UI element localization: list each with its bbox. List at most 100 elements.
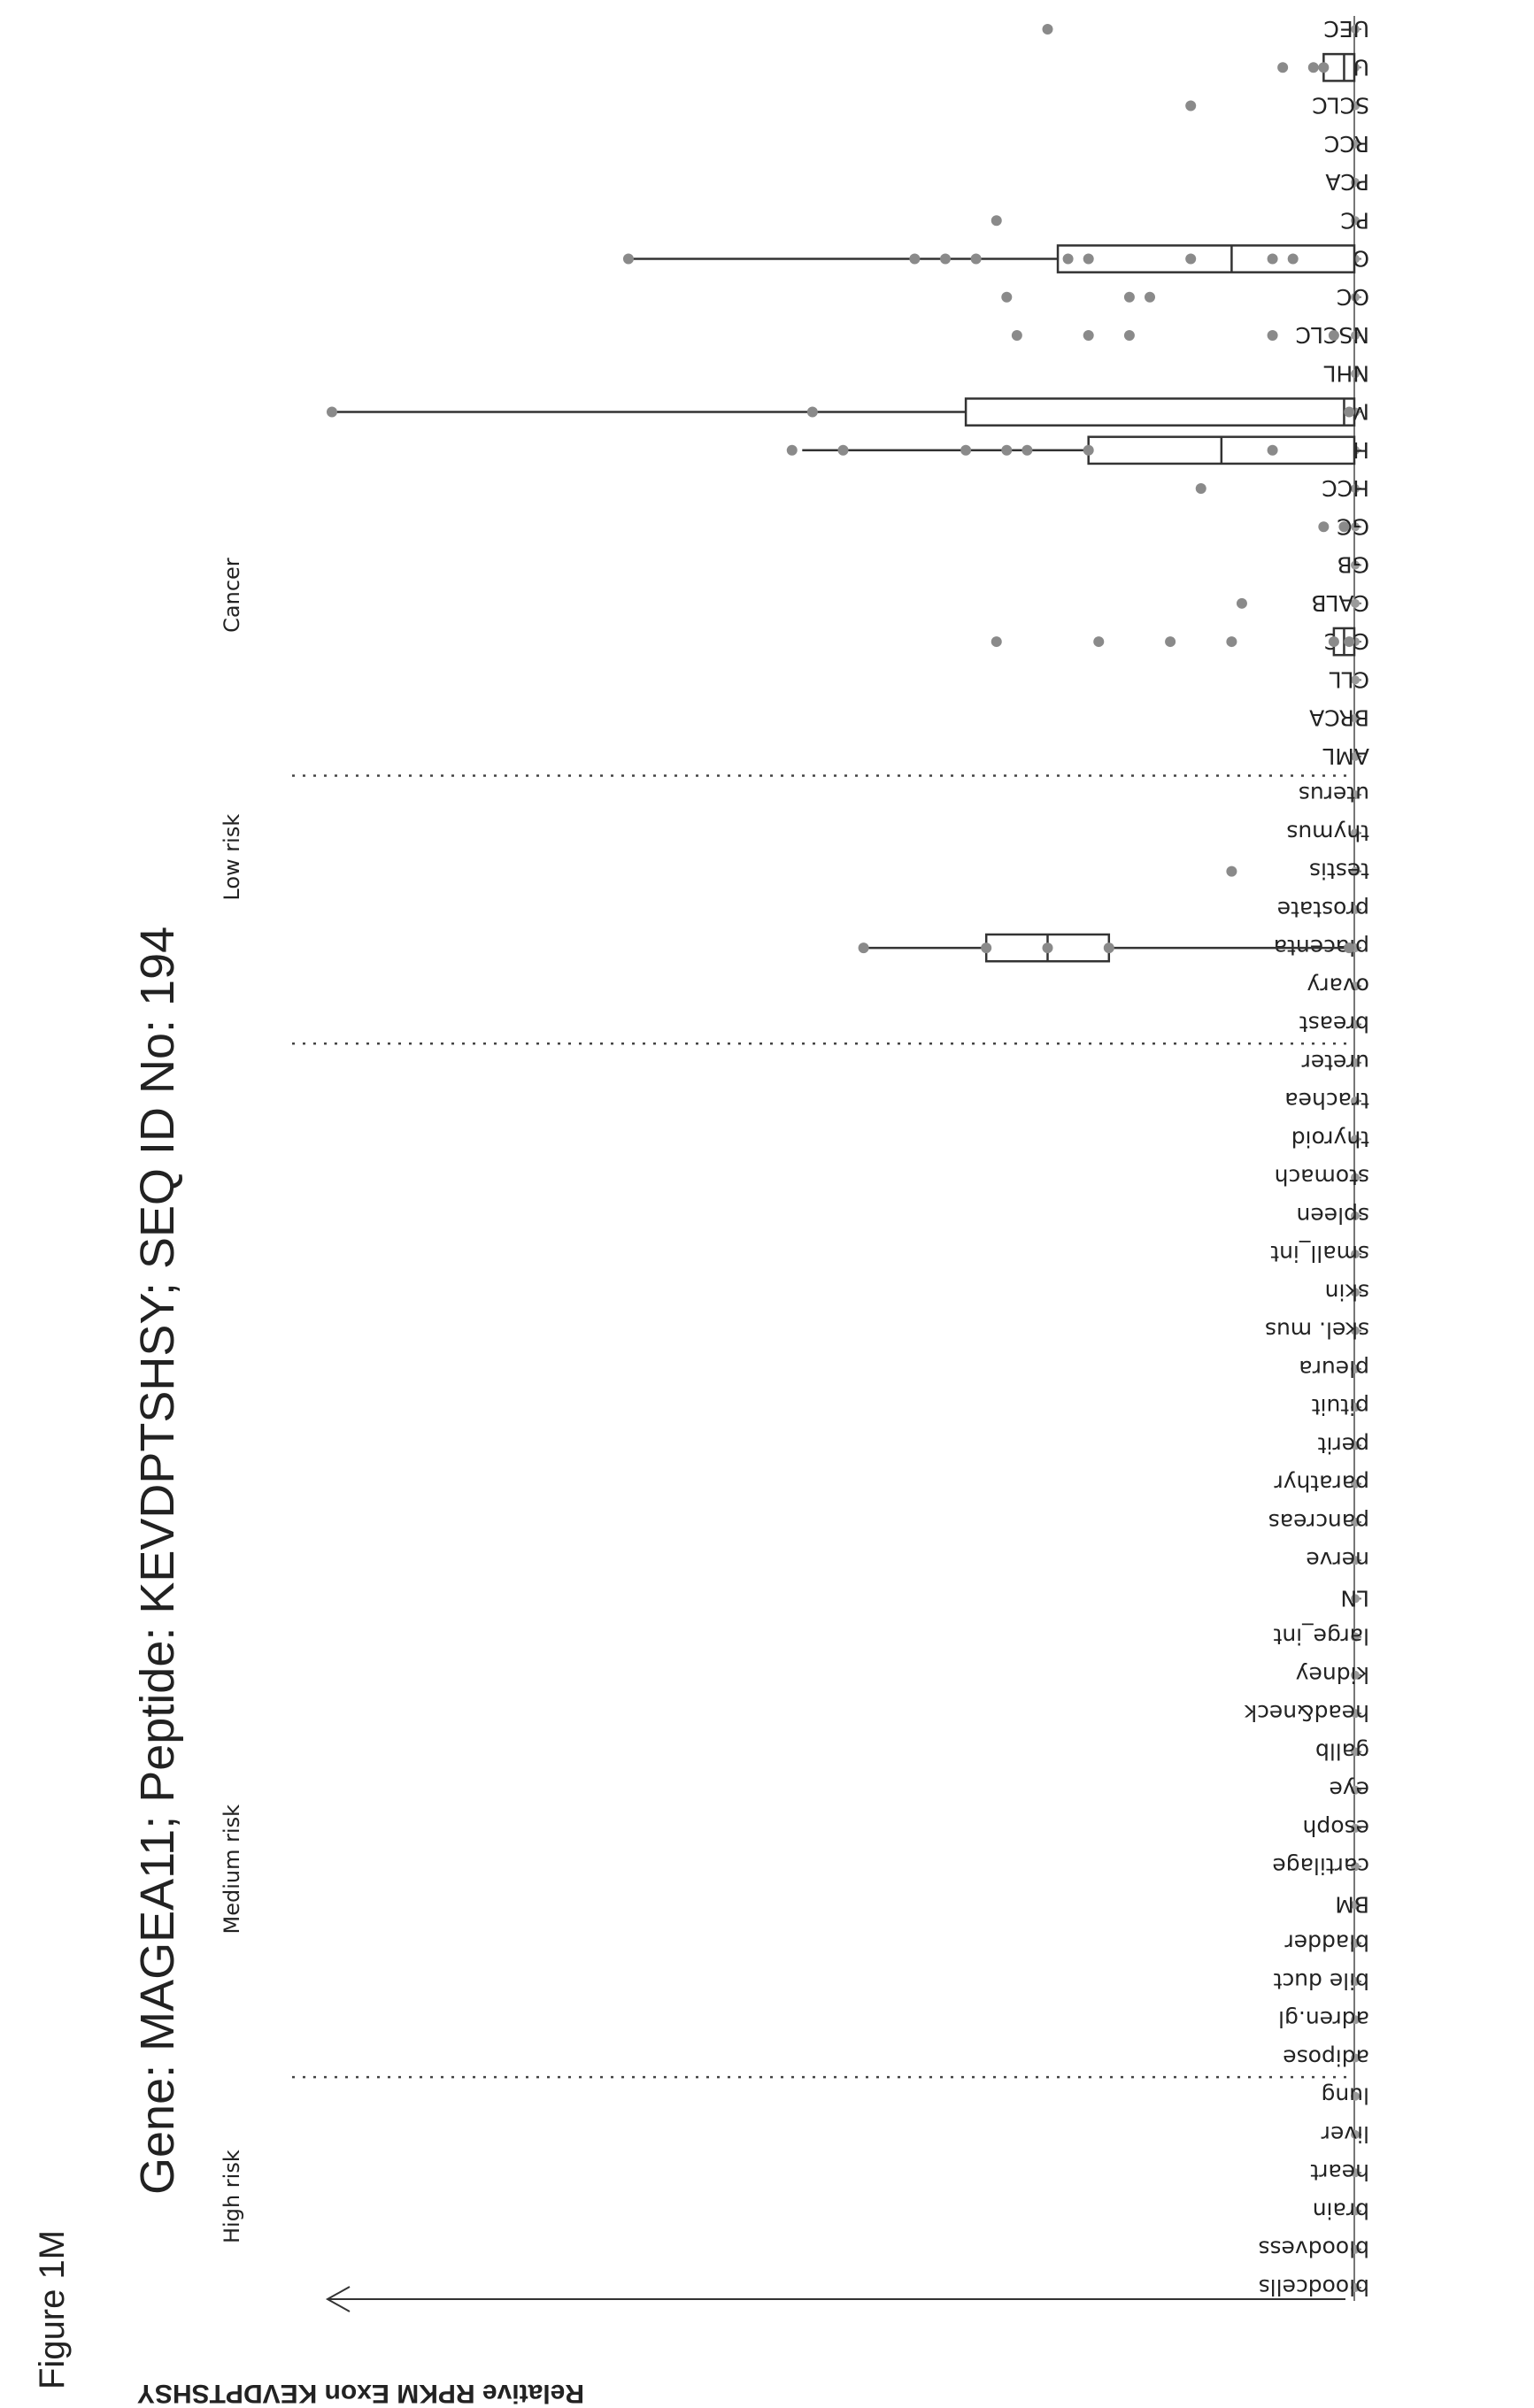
category-label-39: uterus: [1299, 781, 1369, 807]
data-point-43-3: [1165, 636, 1176, 648]
data-point-53-7: [909, 253, 921, 265]
data-point-37-0: [1226, 865, 1237, 877]
data-point-51-1: [1267, 330, 1278, 342]
category-label-42: CLL: [1330, 666, 1369, 692]
category-zero-point-50: [1351, 369, 1360, 379]
category-label-59: UEC: [1323, 16, 1369, 42]
data-point-35-4: [858, 942, 869, 954]
plot-area: High risk Medium risk Low risk Cancer bloodc…: [220, 16, 1369, 2312]
data-point-51-3: [1083, 330, 1094, 342]
category-label-25: skel. mus: [1265, 1318, 1369, 1343]
category-label-33: breast: [1299, 1012, 1369, 1037]
category-zero-point-39: [1351, 790, 1360, 800]
category-zero-point-15: [1351, 1709, 1360, 1719]
category-label-0: bloodcells: [1259, 2274, 1369, 2300]
data-point-58-2: [1277, 62, 1289, 73]
figure-label-group: Figure 1M: [33, 2230, 72, 2389]
data-point-43-4: [1093, 636, 1105, 648]
category-label-28: spleen: [1297, 1203, 1369, 1228]
value-axis-label-group: Relative RPKM Exon KEVDPTSHSY: [137, 2379, 584, 2408]
category-label-44: CALB: [1311, 590, 1369, 616]
category-zero-point-11: [1351, 1862, 1360, 1872]
data-point-43-0: [1344, 636, 1355, 648]
category-label-18: LN: [1340, 1585, 1369, 1611]
data-point-57-0: [1185, 100, 1197, 112]
category-zero-point-27: [1351, 1250, 1360, 1259]
category-label-23: pituit: [1312, 1394, 1369, 1419]
group-label-1: High risk: [220, 2150, 244, 2243]
category-label-7: adren.gl: [1278, 2006, 1369, 2032]
category-zero-point-1: [1351, 2244, 1360, 2254]
category-label-13: eye: [1329, 1777, 1369, 1803]
data-point-48-4: [960, 444, 972, 456]
category-zero-point-37: [1351, 866, 1360, 876]
category-label-19: nerve: [1306, 1547, 1369, 1573]
data-point-35-3: [981, 942, 992, 954]
data-point-53-1: [1267, 253, 1278, 265]
category-zero-point-5: [1351, 2091, 1360, 2101]
data-point-52-0: [1145, 291, 1155, 303]
group-label-4: Cancer: [220, 558, 244, 633]
data-point-43-1: [1328, 636, 1339, 648]
category-label-32: ureter: [1301, 1050, 1369, 1075]
category-label-9: bladder: [1284, 1930, 1369, 1956]
category-label-52: OC: [1337, 284, 1369, 310]
category-label-16: kidney: [1295, 1662, 1369, 1688]
category-zero-point-17: [1351, 1632, 1360, 1642]
category-label-6: adipose: [1283, 2044, 1369, 2070]
category-label-55: PCA: [1325, 169, 1369, 195]
category-zero-point-14: [1351, 1747, 1360, 1757]
category-zero-point-51: [1351, 331, 1360, 341]
category-zero-point-44: [1351, 598, 1360, 608]
category-zero-point-20: [1351, 1517, 1360, 1527]
data-point-43-5: [991, 636, 1002, 648]
category-zero-point-6: [1351, 2053, 1360, 2063]
category-label-22: perit: [1318, 1432, 1369, 1458]
category-label-5: lung: [1321, 2083, 1369, 2109]
category-zero-point-38: [1351, 828, 1360, 838]
category-zero-point-21: [1351, 1479, 1360, 1489]
category-label-4: liver: [1321, 2121, 1369, 2147]
category-zero-point-16: [1351, 1670, 1360, 1680]
data-point-49-0: [1344, 406, 1355, 418]
category-zero-point-0: [1351, 2283, 1360, 2292]
chart-title: Gene: MAGEA11; Peptide: KEVDPTSHSY; SEQ …: [131, 927, 184, 2195]
data-point-48-6: [786, 444, 798, 456]
category-zero-point-3: [1351, 2168, 1360, 2178]
value-axis-label: Relative RPKM Exon KEVDPTSHSY: [137, 2379, 584, 2408]
category-label-54: PC: [1340, 207, 1369, 233]
data-point-53-0: [1287, 253, 1299, 265]
box-49: [964, 397, 1356, 427]
category-zero-point-42: [1351, 675, 1360, 685]
category-label-11: cartilage: [1272, 1853, 1369, 1879]
category-label-2: brain: [1313, 2197, 1369, 2223]
category-label-57: SCLC: [1312, 93, 1369, 119]
category-zero-point-9: [1351, 1938, 1360, 1948]
data-point-53-2: [1185, 253, 1197, 265]
data-point-35-0: [1344, 942, 1355, 954]
category-zero-point-10: [1351, 1900, 1360, 1910]
data-point-53-6: [940, 253, 951, 265]
category-label-34: ovary: [1307, 973, 1369, 998]
data-point-48-1: [1083, 444, 1094, 456]
category-label-15: head&neck: [1244, 1700, 1369, 1726]
category-label-8: bile duct: [1273, 1968, 1369, 1994]
data-point-44-0: [1236, 597, 1247, 609]
data-point-48-3: [1001, 444, 1013, 456]
category-zero-point-8: [1351, 1976, 1360, 1986]
category-zero-point-7: [1351, 2015, 1360, 2025]
category-zero-point-23: [1351, 1403, 1360, 1412]
data-point-48-2: [1021, 444, 1033, 456]
category-zero-point-24: [1351, 1364, 1360, 1373]
category-label-20: pancreas: [1268, 1509, 1369, 1535]
data-point-46-1: [1318, 521, 1330, 533]
category-zero-point-22: [1351, 1441, 1360, 1450]
category-zero-point-26: [1351, 1288, 1360, 1297]
category-label-17: large_int: [1273, 1624, 1369, 1650]
category-label-3: heart: [1310, 2159, 1369, 2185]
category-zero-point-19: [1351, 1556, 1360, 1566]
category-label-30: thyroid: [1291, 1126, 1369, 1151]
data-point-49-2: [327, 406, 337, 418]
category-zero-point-55: [1351, 178, 1360, 188]
